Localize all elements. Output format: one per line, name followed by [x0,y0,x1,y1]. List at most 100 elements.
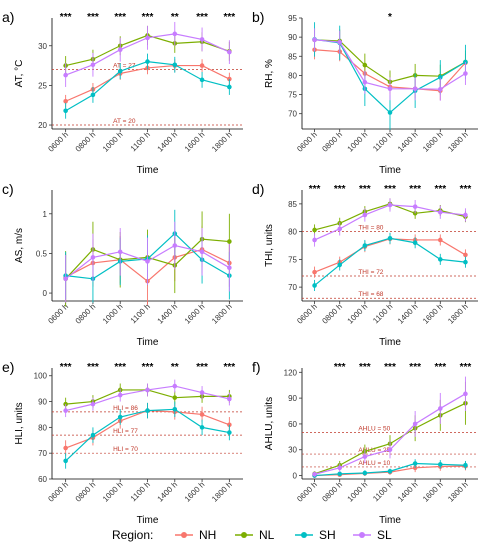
data-point [63,98,68,104]
y-tick-label: 80 [38,423,47,432]
significance-label: *** [384,362,396,373]
significance-label: *** [384,184,396,195]
data-point [172,407,178,412]
y-axis-title: RH, % [264,59,275,88]
y-tick-label: 0 [43,289,48,298]
data-point [437,209,443,215]
data-point [117,414,123,420]
data-point [63,445,68,451]
data-point [117,47,123,53]
data-point [145,408,150,413]
y-tick-label: 80 [288,71,297,80]
data-point [312,283,317,288]
significance-label: *** [87,12,99,23]
y-tick-label: 95 [288,14,297,23]
data-point [387,202,393,208]
legend-item-SH: SH [295,528,336,542]
y-tick-label: 70 [38,449,47,458]
x-tick-label: 1100 h [371,130,394,153]
data-point [463,252,468,258]
series-SH [63,53,232,119]
significance-label: *** [334,184,346,195]
data-point [117,68,123,74]
panel-e: e) 60 70 80 90 100 0600 h 0800 h 1000 h 1100 h 140… [2,359,243,526]
data-point [199,37,205,42]
data-point [145,387,150,393]
data-point [362,80,368,85]
data-point [63,72,68,78]
reference-line-label: HLI = 70 [113,446,138,453]
x-tick-label: 0600 h [46,480,70,504]
x-tick-label: 1600 h [183,302,207,326]
data-point [337,471,343,477]
x-tick-label: 1400 h [396,130,420,154]
x-tick-label: 1800 h [446,302,470,326]
x-tick-label: 1800 h [210,130,234,154]
panel-d: d) 70 75 80 85 0600 h 0800 h 1000 h 1100 h 1400 h… [252,181,478,348]
data-point [362,62,368,68]
data-point [117,392,123,398]
y-tick-label: 90 [288,33,297,42]
significance-label: *** [359,184,371,195]
y-tick-label: 30 [38,42,47,51]
x-tick-label: 1000 h [101,130,125,154]
data-point [412,461,418,466]
data-point [437,75,443,80]
x-tick-label: 0800 h [320,130,344,154]
data-point [172,62,178,68]
data-point [117,249,123,255]
data-point [63,408,68,413]
significance-label: *** [60,362,72,373]
data-point [463,391,468,397]
x-tick-label: 1600 h [421,480,445,504]
x-tick-label: 1100 h [371,302,394,325]
reference-line-label: HLI = 77 [113,428,138,435]
data-point [199,77,205,83]
significance-label: ** [171,362,179,373]
panel-b: b) 70 75 80 85 90 95 0600 h 0800 h 1000 h 1100 h 14… [252,9,478,176]
data-point [412,86,418,92]
data-point [172,383,178,389]
significance-label: *** [460,184,472,195]
x-tick-label: 0600 h [295,130,319,154]
reference-line-label: AHLU = 10 [358,460,390,467]
data-point [90,432,96,438]
y-axis-title: AS, m/s [14,228,25,263]
x-tick-label: 0800 h [74,302,98,326]
significance-label: *** [196,12,208,23]
legend-swatch-point [181,532,187,538]
x-tick-label: 1000 h [101,302,125,326]
data-point [199,412,205,417]
significance-label: *** [60,12,72,23]
x-axis-title: Time [379,515,401,526]
x-tick-label: 1100 h [371,480,394,503]
data-point [227,239,232,244]
data-point [63,108,68,114]
series-SH [63,401,232,469]
x-axis-title: Time [379,165,401,176]
legend-item-NH: NH [175,528,216,542]
x-tick-label: 1100 h [129,130,152,153]
significance-label: *** [224,12,236,23]
data-point [312,227,317,233]
x-tick-label: 0800 h [320,302,344,326]
x-tick-label: 1800 h [210,302,234,326]
significance-label: *** [114,362,126,373]
significance-label: *** [434,362,446,373]
series-SH [312,232,468,292]
data-point [463,462,468,468]
y-tick-label: 75 [288,91,297,100]
y-tick-label: 30 [288,446,297,455]
significance-label: *** [114,12,126,23]
series-SL [312,28,468,101]
x-tick-label: 1000 h [101,480,125,504]
series-SL [312,198,468,247]
y-tick-label: 70 [288,283,297,292]
x-tick-label: 0800 h [320,480,344,504]
x-tick-label: 0600 h [46,302,70,326]
data-point [199,249,205,255]
x-tick-label: 1800 h [446,480,470,504]
data-point [227,84,232,90]
reference-line-label: THI = 72 [358,269,383,276]
